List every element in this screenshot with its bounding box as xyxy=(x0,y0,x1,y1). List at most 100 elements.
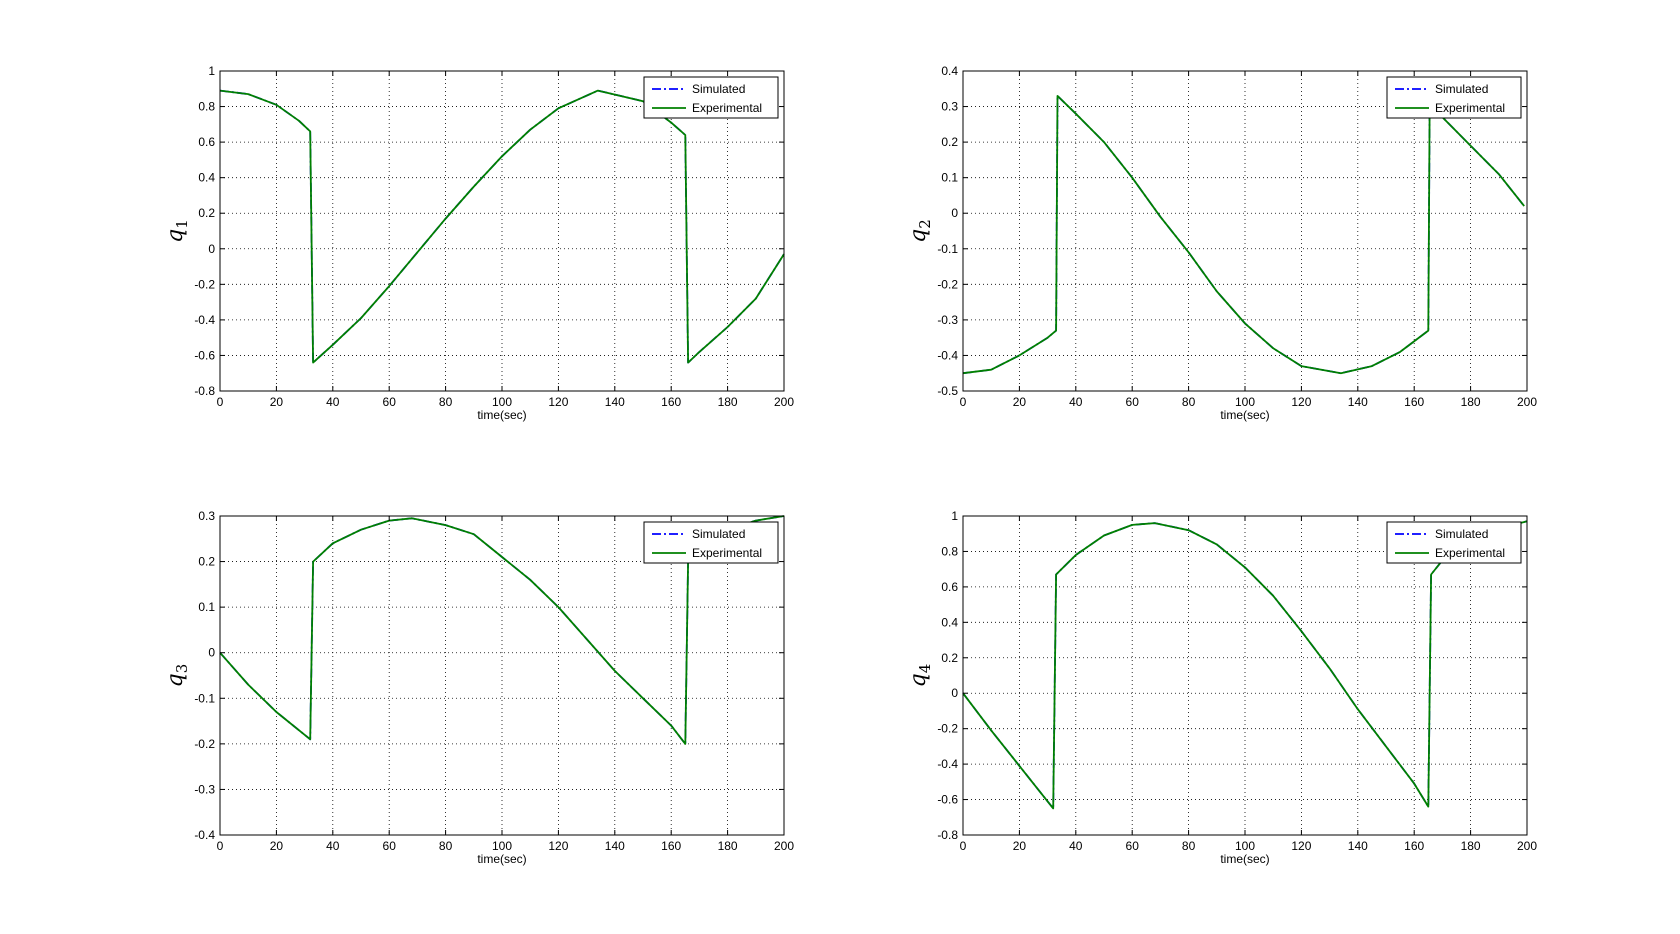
x-tick-label: 140 xyxy=(605,395,625,409)
y-tick-label: 0 xyxy=(208,242,215,256)
x-tick-label: 100 xyxy=(492,839,512,853)
y-axis-label: q2 xyxy=(906,219,934,243)
y-tick-label: 0.6 xyxy=(941,580,958,594)
x-tick-label: 140 xyxy=(605,839,625,853)
y-tick-label: 1 xyxy=(951,509,958,523)
x-tick-label: 40 xyxy=(1069,395,1083,409)
legend-label-simulated: Simulated xyxy=(1435,82,1488,96)
legend-label-simulated: Simulated xyxy=(692,82,745,96)
legend-box xyxy=(643,521,779,564)
y-tick-label: -0.2 xyxy=(194,737,215,751)
x-tick-label: 60 xyxy=(1126,839,1140,853)
y-tick-label: -0.4 xyxy=(937,348,958,362)
legend-box xyxy=(1386,521,1522,564)
x-tick-label: 160 xyxy=(1404,395,1424,409)
x-axis-label: time(sec) xyxy=(1220,852,1269,866)
x-tick-label: 200 xyxy=(1517,839,1537,853)
x-tick-label: 60 xyxy=(383,395,397,409)
y-tick-label: 0.4 xyxy=(941,64,958,78)
x-tick-label: 20 xyxy=(1013,839,1027,853)
y-tick-label: -0.4 xyxy=(194,313,215,327)
x-tick-label: 200 xyxy=(1517,395,1537,409)
y-tick-label: -0.2 xyxy=(937,722,958,736)
legend-box xyxy=(643,76,779,119)
x-tick-label: 60 xyxy=(1126,395,1140,409)
y-tick-label: -0.3 xyxy=(937,313,958,327)
x-tick-label: 40 xyxy=(1069,839,1083,853)
legend-label-experimental: Experimental xyxy=(1435,101,1505,115)
y-tick-label: -0.6 xyxy=(194,348,215,362)
x-tick-label: 160 xyxy=(1404,839,1424,853)
x-tick-label: 200 xyxy=(774,395,794,409)
y-tick-label: 0 xyxy=(951,686,958,700)
plot-area xyxy=(963,516,1527,835)
x-tick-label: 20 xyxy=(270,395,284,409)
x-tick-label: 160 xyxy=(661,395,681,409)
y-tick-label: 1 xyxy=(208,64,215,78)
x-axis-label: time(sec) xyxy=(477,408,526,422)
legend-label-experimental: Experimental xyxy=(692,101,762,115)
legend-label-simulated: Simulated xyxy=(1435,527,1488,541)
y-tick-label: -0.6 xyxy=(937,793,958,807)
y-tick-label: -0.1 xyxy=(937,242,958,256)
x-tick-label: 180 xyxy=(1461,395,1481,409)
x-tick-label: 120 xyxy=(1291,839,1311,853)
legend: Simulated Experimental xyxy=(1386,76,1522,119)
legend-label-experimental: Experimental xyxy=(1435,546,1505,560)
subplot-q3: 0 20 40 60 80 100 120 140 160 180 200 -0.4 -0.3 -0.2 -… xyxy=(163,509,794,866)
x-tick-label: 0 xyxy=(217,839,224,853)
y-axis-label: q4 xyxy=(906,664,934,688)
x-tick-label: 140 xyxy=(1348,839,1368,853)
x-tick-label: 0 xyxy=(960,839,967,853)
legend-label-experimental: Experimental xyxy=(692,546,762,560)
x-tick-label: 160 xyxy=(661,839,681,853)
y-tick-label: -0.8 xyxy=(937,828,958,842)
x-tick-label: 80 xyxy=(439,395,453,409)
x-tick-label: 0 xyxy=(217,395,224,409)
y-tick-label: -0.4 xyxy=(937,757,958,771)
x-tick-label: 180 xyxy=(718,395,738,409)
x-tick-label: 180 xyxy=(1461,839,1481,853)
series-line-experimental xyxy=(962,520,1528,810)
x-tick-label: 80 xyxy=(1182,839,1196,853)
y-tick-label: 0.2 xyxy=(198,555,215,569)
y-tick-label: -0.8 xyxy=(194,384,215,398)
y-tick-label: -0.1 xyxy=(194,691,215,705)
legend: Simulated Experimental xyxy=(643,76,779,119)
x-tick-label: 100 xyxy=(1235,395,1255,409)
y-axis-label: q1 xyxy=(163,219,191,243)
y-tick-label: 0.8 xyxy=(198,100,215,114)
y-tick-label: -0.2 xyxy=(937,277,958,291)
subplot-q4: 0 20 40 60 80 100 120 140 160 180 200 -0.8 -0.6 -0.4 -… xyxy=(906,509,1537,866)
subplot-q2: 0 20 40 60 80 100 120 140 160 180 200 -0.5 -0.4 -0.3 -… xyxy=(906,64,1537,422)
y-tick-label: 0 xyxy=(951,206,958,220)
y-tick-label: -0.3 xyxy=(194,782,215,796)
x-axis-label: time(sec) xyxy=(1220,408,1269,422)
y-tick-label: 0.1 xyxy=(941,171,958,185)
x-tick-label: 120 xyxy=(1291,395,1311,409)
y-tick-label: 0.3 xyxy=(941,100,958,114)
legend-label-simulated: Simulated xyxy=(692,527,745,541)
y-tick-label: 0.6 xyxy=(198,135,215,149)
x-axis-label: time(sec) xyxy=(477,852,526,866)
x-tick-label: 80 xyxy=(1182,395,1196,409)
x-tick-label: 60 xyxy=(383,839,397,853)
x-tick-label: 180 xyxy=(718,839,738,853)
x-tick-label: 120 xyxy=(548,395,568,409)
x-tick-label: 80 xyxy=(439,839,453,853)
plot-area xyxy=(220,516,784,835)
x-tick-label: 20 xyxy=(270,839,284,853)
y-tick-label: -0.4 xyxy=(194,828,215,842)
x-tick-label: 100 xyxy=(492,395,512,409)
x-tick-label: 120 xyxy=(548,839,568,853)
x-tick-label: 140 xyxy=(1348,395,1368,409)
y-tick-label: 0.2 xyxy=(198,206,215,220)
legend-box xyxy=(1386,76,1522,119)
x-tick-label: 40 xyxy=(326,395,340,409)
y-tick-label: 0.4 xyxy=(941,615,958,629)
y-tick-label: 0.8 xyxy=(941,544,958,558)
legend: Simulated Experimental xyxy=(1386,521,1522,564)
x-tick-label: 200 xyxy=(774,839,794,853)
y-tick-label: 0 xyxy=(208,646,215,660)
